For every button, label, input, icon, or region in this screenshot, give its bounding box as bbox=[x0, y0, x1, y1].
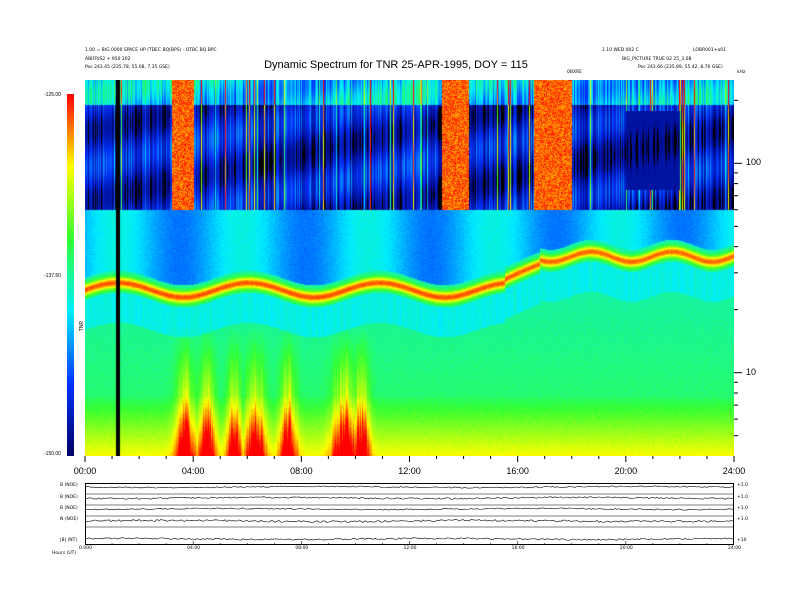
info-left-2: ABIFRIS2 + 950 202 bbox=[85, 57, 131, 62]
panel-label-left: N (NOE) bbox=[60, 517, 79, 522]
marker-label: 0BXRE bbox=[567, 70, 583, 75]
panel-trace bbox=[85, 537, 734, 541]
x-tick-label: 04:00 bbox=[181, 466, 205, 476]
info-right-3: BIG_PICTURE TRUE 02 25_3.0B bbox=[622, 57, 692, 62]
info-right-4: Pos 243.66 (235.89, 55.42, 8.76 GSE) bbox=[638, 65, 723, 70]
panel-label-left: B (NOE) bbox=[60, 495, 78, 500]
colorbar-tick-top: -125.00 bbox=[44, 92, 61, 98]
panel-label-right: +1.0 bbox=[737, 517, 748, 522]
x-tick-label: 24:00 bbox=[722, 466, 746, 476]
x-tick-label: 16:00 bbox=[506, 466, 529, 476]
chart-title: Dynamic Spectrum for TNR 25-APR-1995, DO… bbox=[264, 59, 528, 71]
panel-tick-label: 24:00 bbox=[728, 546, 741, 551]
y-tick-label: 100 bbox=[746, 157, 762, 168]
colorbar bbox=[67, 94, 74, 456]
info-left-1: 1.00 = BIG 0000 SPACE HP (TDEC BQ(BPS) -… bbox=[85, 48, 217, 53]
panel-trace bbox=[85, 485, 734, 489]
panel-tick-label: 04:00 bbox=[187, 546, 201, 551]
panel-label-left: B (NOE) bbox=[60, 506, 78, 511]
info-left-3: Pos 243.45 (235.78, 55.08, 7.35 GSE) bbox=[85, 65, 170, 70]
panel-tick-label: 0:000 bbox=[79, 546, 92, 551]
khz-label: kHz bbox=[737, 70, 746, 75]
panel-frame bbox=[85, 483, 734, 545]
panel-tick-label: 12:00 bbox=[403, 546, 417, 551]
colorbar-tick-mid: -137.50 bbox=[44, 273, 61, 279]
panel-tick-label: 08:00 bbox=[295, 546, 309, 551]
panel-label-left: B (NOE) bbox=[60, 483, 78, 488]
panel-label-left: |B| (NT) bbox=[60, 538, 78, 543]
spectrogram-heatmap bbox=[85, 80, 734, 456]
panel-label-right: +1.0 bbox=[737, 495, 748, 500]
y-tick-label: 10 bbox=[746, 366, 757, 377]
panel-tick-label: 16:00 bbox=[511, 546, 525, 551]
panel-label-right: +1.0 bbox=[737, 506, 748, 511]
panel-label-right: +10 bbox=[737, 538, 747, 543]
x-tick-label: 12:00 bbox=[398, 466, 421, 476]
panel-trace bbox=[85, 507, 734, 511]
x-tick-label: 20:00 bbox=[614, 466, 638, 476]
panel-trace bbox=[85, 496, 734, 500]
x-tick-label: 00:00 bbox=[73, 466, 97, 476]
hours-label: Hours (UT) bbox=[52, 551, 77, 556]
parameter-panels bbox=[85, 483, 734, 545]
info-right-2: LOBR001+a01 bbox=[693, 48, 726, 53]
colorbar-tick-bottom: -150.00 bbox=[44, 451, 61, 457]
info-right-1: 1.10 WED 002 C bbox=[602, 48, 639, 53]
x-tick-label: 08:00 bbox=[290, 466, 313, 476]
panel-label-right: +1.0 bbox=[737, 483, 748, 488]
panel-trace bbox=[85, 519, 734, 523]
panel-tick-label: 20:00 bbox=[619, 546, 633, 551]
